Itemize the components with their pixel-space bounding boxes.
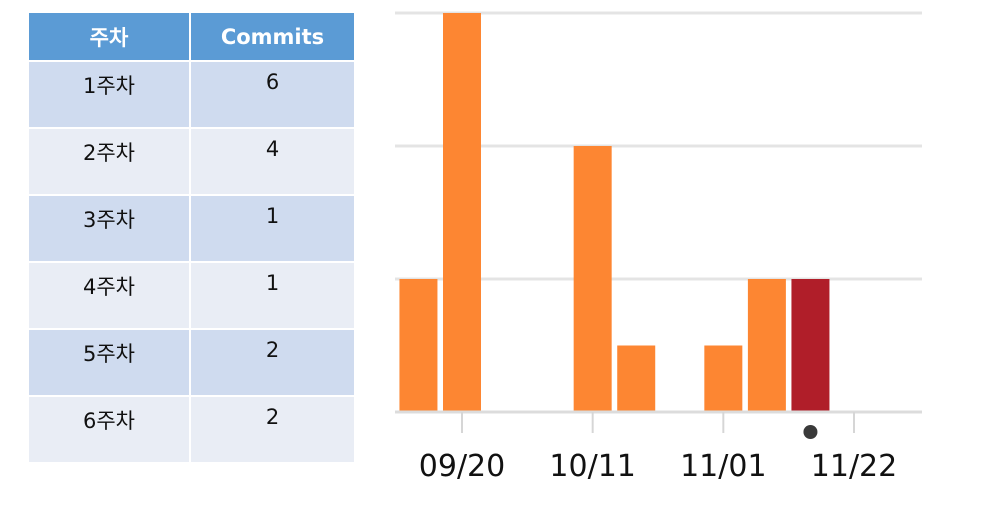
bar <box>747 279 786 412</box>
bar <box>399 279 438 412</box>
bar <box>573 146 612 412</box>
table-row: 1주차 6 <box>29 61 354 129</box>
week-cell: 4주차 <box>29 262 191 330</box>
x-tick-label: 10/11 <box>549 449 635 484</box>
week-cell: 1주차 <box>29 61 191 129</box>
bar <box>443 13 481 412</box>
table-row: 6주차 2 <box>29 396 354 464</box>
x-tick-label: 09/20 <box>419 449 505 484</box>
commits-cell: 4 <box>190 128 354 196</box>
commits-cell: 1 <box>190 195 354 263</box>
table-row: 5주차 2 <box>29 329 354 397</box>
bar <box>791 279 830 412</box>
table-row: 2주차 4 <box>29 128 354 196</box>
header-commits: Commits <box>190 13 354 62</box>
commits-cell: 1 <box>190 262 354 330</box>
x-tick-label: 11/01 <box>680 449 766 484</box>
x-tick-label: 11/22 <box>811 449 897 484</box>
table-row: 3주차 1 <box>29 195 354 263</box>
week-cell: 6주차 <box>29 396 191 464</box>
commits-table: 주차 Commits 1주차 6 2주차 4 3주차 1 4주차 1 5주차 2… <box>29 13 354 464</box>
bar <box>617 345 656 412</box>
week-cell: 3주차 <box>29 195 191 263</box>
table-header-row: 주차 Commits <box>29 13 354 62</box>
current-week-marker <box>803 425 818 439</box>
header-week: 주차 <box>29 13 191 62</box>
week-cell: 2주차 <box>29 128 191 196</box>
week-cell: 5주차 <box>29 329 191 397</box>
table-row: 4주차 1 <box>29 262 354 330</box>
bar <box>704 345 743 412</box>
commits-cell: 6 <box>190 61 354 129</box>
commits-cell: 2 <box>190 396 354 464</box>
commits-cell: 2 <box>190 329 354 397</box>
